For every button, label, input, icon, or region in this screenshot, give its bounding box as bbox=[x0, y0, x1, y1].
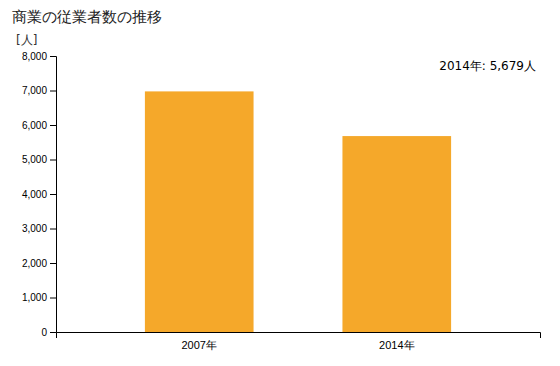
tick: 2007年 bbox=[181, 339, 216, 351]
tick-label: 2014年 bbox=[379, 339, 414, 351]
axis-line bbox=[50, 57, 57, 333]
plot-area: 0 1,000 2,000 3,000 4,000 5,000 6,000 7,000 8,00… bbox=[22, 51, 541, 351]
y-axis: 0 1,000 2,000 3,000 4,000 5,000 6,000 7,000 8,00… bbox=[22, 51, 57, 338]
x-axis: 2007年 2014年 bbox=[57, 333, 541, 351]
tick: 2014年 bbox=[379, 339, 414, 351]
bar bbox=[145, 91, 254, 332]
tick-label: 6,000 bbox=[22, 120, 47, 131]
tick-label: 4,000 bbox=[22, 189, 47, 200]
tick-mark bbox=[50, 298, 56, 299]
tick-mark bbox=[50, 332, 56, 333]
tick: 4,000 bbox=[22, 189, 56, 200]
tick: 0 bbox=[41, 327, 56, 338]
tick: 2,000 bbox=[22, 258, 56, 269]
y-axis-label: [人] bbox=[16, 33, 37, 47]
tick-mark bbox=[50, 194, 56, 195]
tick-label: 2,000 bbox=[22, 258, 47, 269]
tick: 5,000 bbox=[22, 154, 56, 165]
bar bbox=[342, 136, 451, 332]
tick-mark bbox=[50, 91, 56, 92]
tick-mark bbox=[50, 56, 56, 57]
tick-mark bbox=[50, 125, 56, 126]
tick: 1,000 bbox=[22, 292, 56, 303]
tick-mark bbox=[50, 229, 56, 230]
tick-label: 2007年 bbox=[181, 339, 216, 351]
chart: 0 1,000 2,000 3,000 4,000 5,000 6,000 7,000 8,00… bbox=[0, 0, 560, 366]
tick-mark bbox=[50, 263, 56, 264]
axis-line bbox=[57, 333, 541, 339]
tick-label: 3,000 bbox=[22, 223, 47, 234]
tick: 3,000 bbox=[22, 223, 56, 234]
tick-label: 0 bbox=[41, 327, 47, 338]
title: 商業の従業者数の推移 bbox=[12, 8, 162, 26]
tick-label: 8,000 bbox=[22, 51, 47, 62]
tick-mark bbox=[50, 160, 56, 161]
tick: 8,000 bbox=[22, 51, 56, 62]
annotation: 2014年: 5,679人 bbox=[439, 59, 536, 73]
bars bbox=[145, 91, 451, 332]
tick: 6,000 bbox=[22, 120, 56, 131]
tick: 7,000 bbox=[22, 85, 56, 96]
tick-label: 7,000 bbox=[22, 85, 47, 96]
tick-label: 5,000 bbox=[22, 154, 47, 165]
tick-label: 1,000 bbox=[22, 292, 47, 303]
